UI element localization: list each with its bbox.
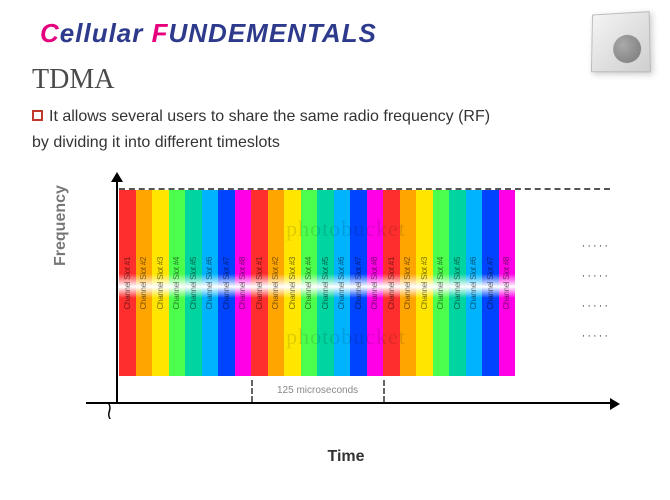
timeslot-label: Channel Slot #4 — [304, 257, 313, 309]
timeslot-bar: Channel Slot #3 — [152, 190, 169, 376]
continuation-dots: ····· — [582, 300, 610, 312]
bar-container: Channel Slot #1 Channel Slot #2 Channel Sl… — [119, 190, 515, 376]
timeslot-bar: Channel Slot #8 — [499, 190, 516, 376]
timeslot-bar: Channel Slot #5 — [449, 190, 466, 376]
cube-decoration — [584, 6, 656, 78]
timeslot-bar: Channel Slot #6 — [466, 190, 483, 376]
timeslot-bar: Channel Slot #3 — [416, 190, 433, 376]
bullet-text-1: It allows several users to share the sam… — [49, 108, 490, 125]
continuation-dots: ····· — [582, 270, 610, 282]
timeslot-bar: Channel Slot #2 — [268, 190, 285, 376]
timeslot-label: Channel Slot #6 — [205, 257, 214, 309]
timeslot-label: Channel Slot #1 — [123, 257, 132, 309]
timeslot-label: Channel Slot #3 — [288, 257, 297, 309]
bullet-text-2: by dividing it into different timeslots — [32, 134, 280, 152]
cube-sphere-icon — [613, 34, 641, 63]
timeslot-label: Channel Slot #3 — [420, 257, 429, 309]
timeslot-label: Channel Slot #8 — [502, 257, 511, 309]
timeslot-label: Channel Slot #1 — [387, 257, 396, 309]
timeslot-bar: Channel Slot #3 — [284, 190, 301, 376]
slide-subtitle: TDMA — [32, 64, 114, 96]
y-axis-label: Frequency — [52, 185, 70, 266]
timeslot-label: Channel Slot #6 — [337, 257, 346, 309]
x-axis — [86, 402, 616, 404]
timeslot-bar: Channel Slot #8 — [367, 190, 384, 376]
timeslot-bar: Channel Slot #7 — [218, 190, 235, 376]
x-axis-label: Time — [76, 448, 616, 466]
continuation-dots: ····· — [582, 330, 610, 342]
timeslot-bar: Channel Slot #7 — [482, 190, 499, 376]
timeslot-bar: Channel Slot #4 — [301, 190, 318, 376]
timeslot-label: Channel Slot #2 — [139, 257, 148, 309]
timeslot-bar: Channel Slot #2 — [136, 190, 153, 376]
microseconds-label: 125 microseconds — [277, 385, 358, 396]
timeslot-label: Channel Slot #4 — [436, 257, 445, 309]
title-word2: UNDEMENTALS — [169, 18, 377, 48]
timeslot-label: Channel Slot #1 — [255, 257, 264, 309]
timeslot-label: Channel Slot #2 — [403, 257, 412, 309]
continuation-dots: ····· — [582, 240, 610, 252]
timeslot-bar: Channel Slot #8 — [235, 190, 252, 376]
slide-title: Cellular FUNDEMENTALS — [40, 18, 377, 49]
cube-face — [591, 11, 651, 72]
timeslot-label: Channel Slot #5 — [189, 257, 198, 309]
timeslot-label: Channel Slot #7 — [222, 257, 231, 309]
title-f: F — [152, 18, 169, 48]
timeslot-bar: Channel Slot #6 — [334, 190, 351, 376]
timeslot-bar: Channel Slot #6 — [202, 190, 219, 376]
timeslot-label: Channel Slot #2 — [271, 257, 280, 309]
bullet-icon — [32, 110, 43, 121]
timeslot-label: Channel Slot #5 — [321, 257, 330, 309]
timeslot-label: Channel Slot #3 — [156, 257, 165, 309]
timeslot-label: Channel Slot #5 — [453, 257, 462, 309]
timeslot-label: Channel Slot #7 — [354, 257, 363, 309]
timeslot-bar: Channel Slot #2 — [400, 190, 417, 376]
timeslot-bar: Channel Slot #4 — [433, 190, 450, 376]
axis-break-icon: ≀ — [106, 397, 113, 426]
title-c: C — [40, 18, 60, 48]
timeslot-label: Channel Slot #8 — [238, 257, 247, 309]
timeslot-bar: Channel Slot #5 — [185, 190, 202, 376]
y-axis — [116, 176, 118, 404]
frame-tick — [251, 380, 253, 402]
timeslot-bar: Channel Slot #7 — [350, 190, 367, 376]
title-word1: ellular — [60, 18, 152, 48]
timeslot-bar: Channel Slot #4 — [169, 190, 186, 376]
timeslot-bar: Channel Slot #1 — [383, 190, 400, 376]
x-axis-arrow-icon — [610, 398, 620, 410]
timeslot-label: Channel Slot #7 — [486, 257, 495, 309]
timeslot-bar: Channel Slot #5 — [317, 190, 334, 376]
frame-tick — [383, 380, 385, 402]
y-axis-arrow-icon — [111, 172, 123, 182]
timeslot-bar: Channel Slot #1 — [119, 190, 136, 376]
bullet-line-1: It allows several users to share the sam… — [32, 108, 650, 126]
timeslot-label: Channel Slot #6 — [469, 257, 478, 309]
timeslot-bar: Channel Slot #1 — [251, 190, 268, 376]
timeslot-label: Channel Slot #8 — [370, 257, 379, 309]
timeslot-label: Channel Slot #4 — [172, 257, 181, 309]
tdma-chart: ≀ Frequency Time Channel Slot #1Channel … — [76, 176, 616, 446]
